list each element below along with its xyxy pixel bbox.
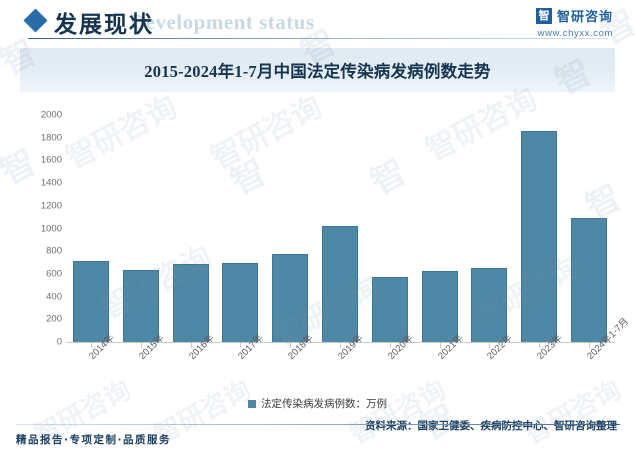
x-axis-tick [340,343,341,348]
x-axis-tick [389,343,391,348]
bar-column[interactable] [521,131,558,342]
footer-divider [16,424,620,425]
x-axis-labels: 2014年 2015年 2016年 2017年 2018年 2019年 2020年 2021年… [66,316,631,398]
diamond-icon [23,8,48,33]
bar[interactable] [521,131,558,342]
x-axis-tick [489,343,491,348]
y-axis-tick: 0 [56,336,62,348]
bar[interactable] [421,271,458,342]
y-axis-tick: 600 [46,268,62,280]
bar[interactable] [172,264,209,342]
brand-logo-icon: 智 [535,7,552,24]
y-axis-tick: 1800 [40,132,62,144]
chart-legend: 法定传染病发病例数：万例 [0,396,635,411]
x-axis-tick [190,343,192,348]
bar[interactable] [371,277,408,342]
legend-swatch-icon [248,399,256,408]
bar[interactable] [72,261,109,342]
bar-column[interactable] [322,226,358,342]
bar[interactable] [571,218,608,342]
brand-name: 智研咨询 [556,10,613,25]
chart-title: 2015-2024年1-7月中国法定传染病发病例数走势 [144,62,491,81]
y-axis-tick: 2000 [40,109,62,121]
bar-column[interactable] [272,254,309,342]
brand-block: 智 智研咨询 www.chyxx.com [535,6,613,39]
bar-column[interactable] [571,218,608,342]
x-axis-line [66,342,614,343]
footer-slogan: 精品报告·专项定制·品质服务 [16,434,171,446]
source-note: 资料来源：国家卫健委、疾病防控中心、智研咨询整理 [365,420,617,432]
x-axis-tick [439,343,441,348]
bar[interactable] [471,268,508,342]
legend-label: 法定传染病发病例数：万例 [261,398,387,410]
y-axis: 2000 1800 1600 1400 1200 1000 800 600 400 200 0 [22,96,62,354]
bar-column[interactable] [421,271,458,342]
x-axis-tick [290,343,292,348]
bars-container [66,96,614,354]
bar[interactable] [122,270,159,342]
page-title: 发展现状 [54,12,154,38]
header-divider [28,38,608,39]
bar[interactable] [222,263,259,342]
x-axis-tick [90,343,92,348]
y-axis-tick: 1200 [40,200,62,212]
x-axis-tick [240,343,242,348]
y-axis-tick: 400 [46,291,62,303]
y-axis-tick: 1400 [40,177,62,189]
x-axis-tick [539,343,541,348]
bar-column[interactable] [72,261,109,342]
bar-column[interactable] [471,268,508,342]
y-axis-tick: 1600 [40,154,62,166]
header-subtitle: Development status [130,10,315,34]
bar[interactable] [322,226,358,342]
bar[interactable] [272,254,309,342]
chart-title-band: 2015-2024年1-7月中国法定传染病发病例数走势 [20,48,615,92]
chart-plot-area: 2000 1800 1600 1400 1200 1000 800 600 400 200 0 [0,96,635,354]
y-axis-tick: 200 [46,313,62,325]
y-axis-tick: 1000 [40,223,62,234]
brand-url: www.chyxx.com [537,28,613,39]
x-axis-tick [589,343,591,348]
bar-column[interactable] [371,277,408,342]
bar-column[interactable] [222,263,259,342]
y-axis-tick: 800 [46,245,62,257]
page-header: Development status 发展现状 智 智研咨询 www.chyxx… [0,0,635,44]
x-axis-tick [140,343,142,348]
bar-column[interactable] [122,270,159,342]
bar-column[interactable] [172,264,209,342]
